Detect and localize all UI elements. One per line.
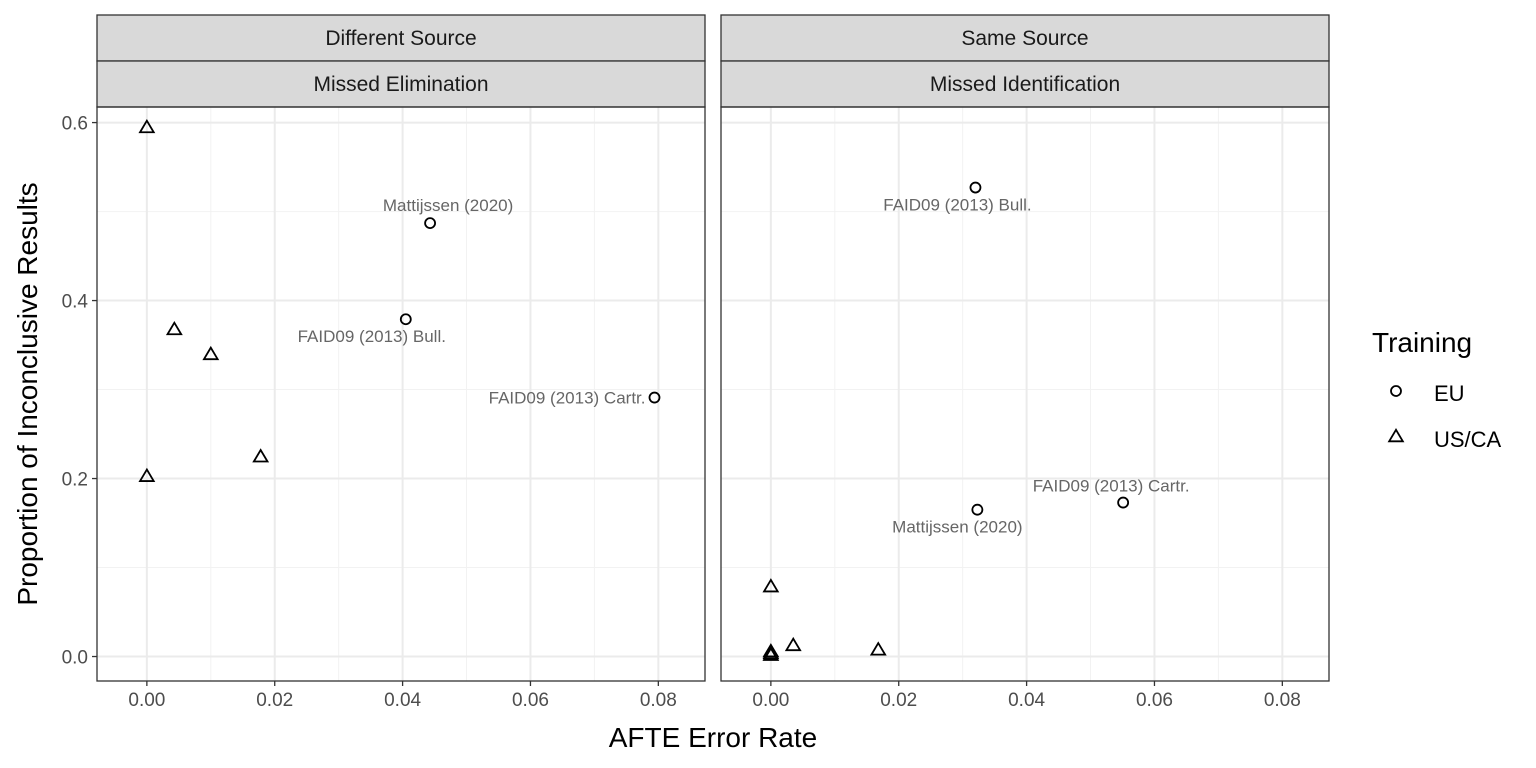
point-eu	[971, 503, 984, 516]
x-tick-label: 0.00	[752, 690, 789, 711]
legend: Training EU US/CA	[1372, 327, 1502, 452]
strip-top-label: Different Source	[325, 27, 476, 50]
point-us-ca	[202, 345, 220, 361]
x-tick-label: 0.08	[1264, 690, 1301, 711]
point-eu	[1117, 496, 1130, 509]
strip-bottom-background	[720, 60, 1330, 108]
y-tick-label: 0.6	[62, 114, 88, 135]
panel-border	[96, 106, 706, 682]
x-tick-label: 0.04	[1008, 690, 1045, 711]
point-eu	[648, 391, 661, 404]
legend-key-circle	[1390, 385, 1402, 397]
point-us-ca	[165, 320, 183, 336]
strip-bottom-label: Missed Identification	[930, 73, 1120, 96]
x-tick-label: 0.00	[128, 690, 165, 711]
point-annotation: FAID09 (2013) Cartr.	[489, 389, 646, 408]
legend-key-triangle	[1387, 428, 1405, 443]
point-us-ca	[762, 578, 780, 593]
point-us-ca	[762, 643, 780, 658]
strip-top-background	[720, 14, 1330, 62]
x-tick-label: 0.04	[384, 690, 421, 711]
point-us-ca	[784, 636, 802, 652]
point-annotation: FAID09 (2013) Bull.	[883, 196, 1031, 215]
point-eu	[399, 313, 412, 326]
panel-background	[97, 107, 705, 681]
point-us-ca	[252, 448, 270, 463]
x-tick-label: 0.06	[512, 690, 549, 711]
x-tick-label: 0.02	[880, 690, 917, 711]
x-axis-title: AFTE Error Rate	[609, 722, 817, 753]
y-tick-label: 0.0	[62, 648, 88, 669]
y-tick-label: 0.2	[62, 470, 88, 491]
point-us-ca	[138, 467, 156, 482]
strip-top-background	[96, 14, 706, 62]
strip-bottom-label: Missed Elimination	[313, 73, 488, 96]
point-annotation: FAID09 (2013) Cartr.	[1033, 477, 1190, 496]
panel-different-source: Different Source Missed Elimination Mattij…	[62, 14, 706, 711]
point-eu	[424, 217, 436, 230]
strip-bottom-background	[96, 60, 706, 108]
point-annotation: FAID09 (2013) Bull.	[298, 327, 446, 346]
point-eu	[969, 181, 982, 194]
y-axis-title: Proportion of Inconclusive Results	[12, 182, 43, 605]
point-annotation: Mattijssen (2020)	[892, 518, 1022, 537]
point-us-ca	[869, 641, 887, 656]
point-us-ca	[762, 644, 780, 660]
panel-border	[720, 106, 1330, 682]
x-tick-label: 0.06	[1136, 690, 1173, 711]
legend-label: EU	[1434, 381, 1465, 406]
y-tick-label: 0.4	[62, 292, 89, 313]
point-us-ca	[762, 646, 780, 661]
x-tick-label: 0.02	[256, 690, 293, 711]
x-tick-label: 0.08	[640, 690, 677, 711]
point-us-ca	[138, 118, 156, 134]
point-annotation: Mattijssen (2020)	[383, 196, 513, 215]
legend-label: US/CA	[1434, 427, 1502, 452]
legend-title: Training	[1372, 327, 1472, 358]
panel-background	[721, 107, 1329, 681]
strip-top-label: Same Source	[961, 27, 1088, 50]
panel-same-source: Same Source Missed Identification FAID09 (…	[720, 14, 1330, 711]
